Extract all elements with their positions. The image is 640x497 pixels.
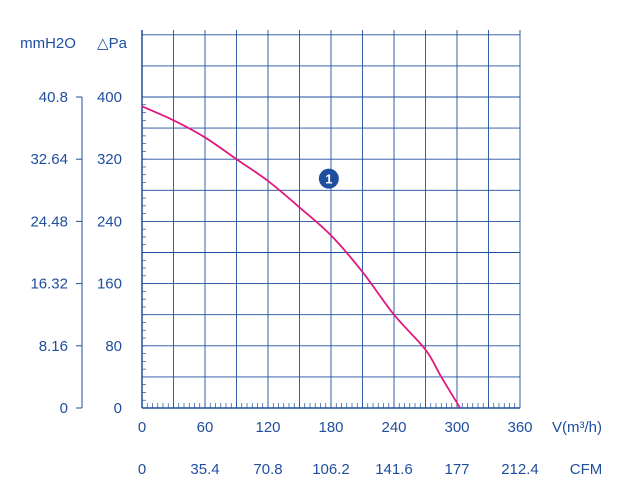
y-label-right: △Pa <box>97 35 128 52</box>
x2-tick-label: 141.6 <box>375 461 413 478</box>
y-tick-label-mmh2o: 8.16 <box>39 338 68 355</box>
x-tick-label: 240 <box>381 419 406 436</box>
y-tick-label-pa: 160 <box>97 276 122 293</box>
x-label: V(m³/h) <box>552 419 602 436</box>
y-tick-label-pa: 240 <box>97 213 122 230</box>
x-tick-label: 0 <box>138 419 146 436</box>
x-tick-label: 300 <box>444 419 469 436</box>
y-tick-label-mmh2o: 40.8 <box>39 89 68 106</box>
y-tick-label-pa: 0 <box>114 400 122 417</box>
x2-tick-label: 35.4 <box>190 461 219 478</box>
y-tick-label-mmh2o: 32.64 <box>30 151 68 168</box>
y-tick-label-mmh2o: 24.48 <box>30 213 68 230</box>
y-tick-label-mmh2o: 16.32 <box>30 276 68 293</box>
grid <box>141 30 521 409</box>
y-label-left: mmH2O <box>20 35 76 52</box>
x2-tick-label: 177 <box>444 461 469 478</box>
y-tick-label-pa: 80 <box>105 338 122 355</box>
x2-tick-label: 212.4 <box>501 461 539 478</box>
series: 1 <box>141 105 461 409</box>
x2-tick-label: 106.2 <box>312 461 350 478</box>
x2-tick-label: 70.8 <box>253 461 282 478</box>
x-tick-label: 60 <box>197 419 214 436</box>
y-tick-label-pa: 400 <box>97 89 122 106</box>
series-badge-label: 1 <box>325 172 332 187</box>
series-line-1 <box>141 105 461 409</box>
x2-tick-label: 0 <box>138 461 146 478</box>
x-tick-label: 120 <box>255 419 280 436</box>
axes <box>81 30 520 409</box>
x2-label: CFM <box>570 461 603 478</box>
y-tick-label-mmh2o: 0 <box>60 400 68 417</box>
x-tick-label: 360 <box>507 419 532 436</box>
series-badge <box>318 168 339 189</box>
x-tick-label: 180 <box>318 419 343 436</box>
y-tick-label-pa: 320 <box>97 151 122 168</box>
tick-labels: 00808.1616016.3224024.4832032.6440040.80… <box>30 89 538 478</box>
